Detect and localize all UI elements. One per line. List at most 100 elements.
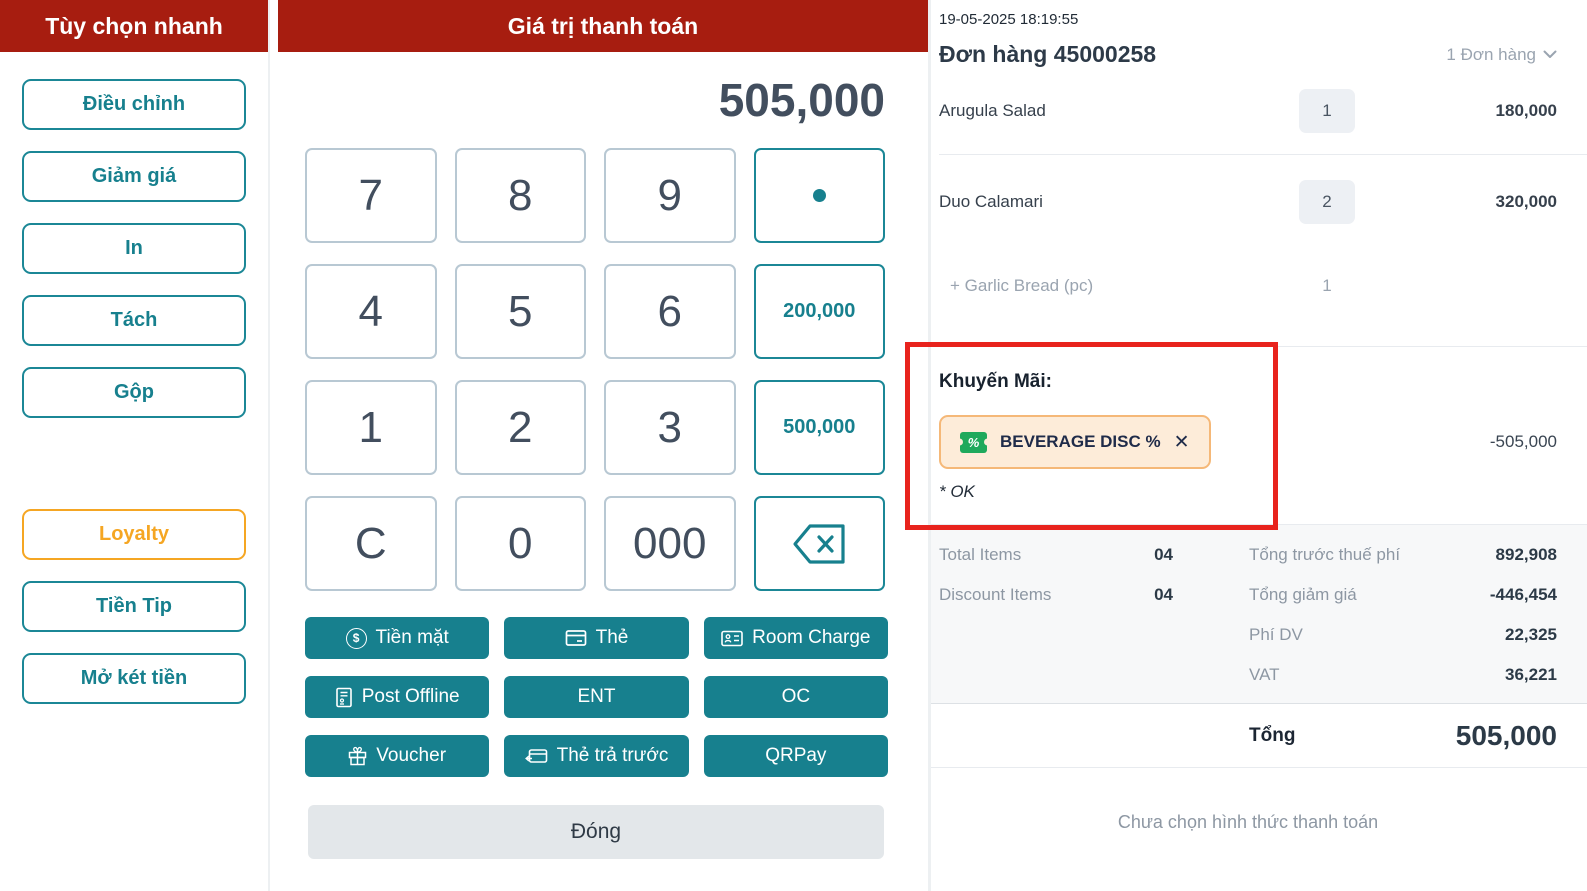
remove-promotion-icon[interactable]: ✕: [1173, 431, 1190, 453]
numpad-key-5[interactable]: 5: [454, 264, 586, 359]
numpad-key-3[interactable]: 3: [604, 380, 736, 475]
payment-amount-display: 505,000: [718, 74, 885, 126]
summary-value: 36,221: [1505, 665, 1557, 684]
qrpay-label: QRPay: [765, 745, 827, 766]
summary-row: Tổng giảm giá -446,454: [1249, 575, 1557, 615]
summary-label: Discount Items: [939, 585, 1052, 604]
ent-label: ENT: [577, 686, 616, 707]
summary-row: Discount Items 04: [939, 575, 1173, 615]
print-button[interactable]: In: [22, 223, 246, 274]
modifier-qty: 1: [1322, 276, 1332, 295]
loyalty-button[interactable]: Loyalty: [22, 509, 246, 560]
item-price: 320,000: [1495, 192, 1557, 211]
card-label: Thẻ: [595, 627, 629, 648]
discount-ticket-icon: %: [960, 431, 987, 453]
summary-value: 22,325: [1505, 625, 1557, 644]
numpad-key-8[interactable]: 8: [454, 148, 586, 243]
sidebar-header: Tùy chọn nhanh: [0, 0, 268, 52]
payment-status-message: Chưa chọn hình thức thanh toán: [1117, 812, 1379, 832]
numpad-key-0[interactable]: 0: [454, 496, 586, 591]
oc-button[interactable]: OC: [703, 676, 888, 718]
modifier-name: + Garlic Bread (pc): [950, 276, 1094, 295]
numpad-key-9[interactable]: 9: [604, 148, 736, 243]
total-label: Tổng: [1249, 724, 1296, 746]
item-modifier-row: + Garlic Bread (pc) 1: [939, 276, 1557, 296]
summary-value: -446,454: [1489, 585, 1557, 604]
quick-amount-200000[interactable]: 200,000: [753, 264, 885, 359]
quick-amount-500000[interactable]: 500,000: [753, 380, 885, 475]
open-cash-drawer-button[interactable]: Mở két tiền: [22, 653, 246, 704]
dollar-circle-icon: $: [345, 627, 367, 649]
adjust-button[interactable]: Điều chỉnh: [22, 79, 246, 130]
numpad-key-000[interactable]: 000: [604, 496, 736, 591]
numpad: 7 8 9 4 5 6 200,000 1 2 3 500,000 C 0 00…: [305, 148, 885, 591]
promotion-note: * OK: [939, 482, 975, 501]
post-offline-document-icon: [335, 687, 352, 707]
promotion-tag[interactable]: % BEVERAGE DISC % ✕: [939, 415, 1211, 469]
backspace-icon: [793, 523, 845, 564]
order-title: Đơn hàng 45000258: [939, 41, 1157, 67]
summary-row: Tổng trước thuế phí 892,908: [1249, 535, 1557, 575]
summary-label: Total Items: [939, 545, 1022, 564]
prepaid-card-arrow-icon: [524, 749, 547, 763]
sidebar-title: Tùy chọn nhanh: [45, 12, 223, 39]
cash-label: Tiền mặt: [375, 627, 449, 648]
backspace-key[interactable]: [753, 496, 885, 591]
summary-value: 04: [1154, 585, 1173, 604]
summary-label: VAT: [1249, 665, 1280, 684]
summary-row: Total Items 04: [939, 535, 1173, 575]
payment-title: Giá trị thanh toán: [507, 12, 699, 39]
numpad-key-6[interactable]: 6: [604, 264, 736, 359]
cash-button[interactable]: $ Tiền mặt: [305, 617, 490, 659]
numpad-key-2[interactable]: 2: [454, 380, 586, 475]
post-offline-button[interactable]: Post Offline: [305, 676, 490, 718]
voucher-button[interactable]: Voucher: [305, 735, 490, 777]
item-name: Arugula Salad: [939, 101, 1046, 120]
item-price: 180,000: [1495, 101, 1557, 120]
merge-button[interactable]: Gộp: [22, 367, 246, 418]
order-item-row[interactable]: Duo Calamari 2 320,000: [939, 171, 1557, 233]
order-count-label: 1 Đơn hàng: [1446, 44, 1536, 64]
item-qty-badge: 2: [1299, 180, 1355, 224]
room-charge-button[interactable]: Room Charge: [703, 617, 888, 659]
summary-label: Tổng trước thuế phí: [1249, 545, 1401, 564]
numpad-key-7[interactable]: 7: [305, 148, 437, 243]
numpad-key-1[interactable]: 1: [305, 380, 437, 475]
promotion-tag-label: BEVERAGE DISC %: [1000, 432, 1161, 451]
oc-label: OC: [781, 686, 811, 707]
payment-panel: Giá trị thanh toán 505,000 7 8 9 4 5 6 2…: [278, 0, 928, 891]
order-timestamp: 19-05-2025 18:19:55: [939, 11, 1079, 28]
order-panel: 19-05-2025 18:19:55 Đơn hàng 45000258 1 …: [928, 0, 1587, 891]
summary-label: Tổng giảm giá: [1249, 585, 1357, 604]
summary-row: VAT 36,221: [1249, 655, 1557, 695]
numpad-key-4[interactable]: 4: [305, 264, 437, 359]
gift-icon: [349, 746, 367, 766]
summary-value: 892,908: [1495, 545, 1557, 564]
post-offline-label: Post Offline: [361, 686, 460, 707]
promotion-heading: Khuyến Mãi:: [939, 371, 1052, 392]
ent-button[interactable]: ENT: [504, 676, 689, 718]
sidebar-button-list: Điều chỉnh Giảm giá In Tách Gộp Loyalty …: [0, 52, 268, 704]
room-charge-id-card-icon: [721, 630, 743, 646]
close-button[interactable]: Đóng: [308, 805, 884, 859]
prepaid-card-button[interactable]: Thẻ trả trước: [504, 735, 689, 777]
card-button[interactable]: Thẻ: [504, 617, 689, 659]
section-divider: [939, 346, 1587, 347]
qrpay-button[interactable]: QRPay: [703, 735, 888, 777]
clear-key[interactable]: C: [305, 496, 437, 591]
summary-row: Phí DV 22,325: [1249, 615, 1557, 655]
room-charge-label: Room Charge: [752, 627, 871, 648]
chevron-down-icon: [1543, 50, 1557, 58]
payment-methods: $ Tiền mặt Thẻ Room Charge: [305, 617, 888, 777]
split-button[interactable]: Tách: [22, 295, 246, 346]
promotion-amount: -505,000: [1489, 432, 1557, 451]
tip-button[interactable]: Tiền Tip: [22, 581, 246, 632]
order-item-row[interactable]: Arugula Salad 1 180,000: [939, 80, 1557, 142]
decimal-key[interactable]: [753, 148, 885, 243]
order-total-row: Tổng 505,000: [931, 704, 1587, 768]
summary-value: 04: [1154, 545, 1173, 564]
item-name: Duo Calamari: [939, 192, 1043, 211]
discount-button[interactable]: Giảm giá: [22, 151, 246, 202]
credit-card-icon: [565, 630, 586, 646]
order-count-dropdown[interactable]: 1 Đơn hàng: [1446, 45, 1557, 65]
